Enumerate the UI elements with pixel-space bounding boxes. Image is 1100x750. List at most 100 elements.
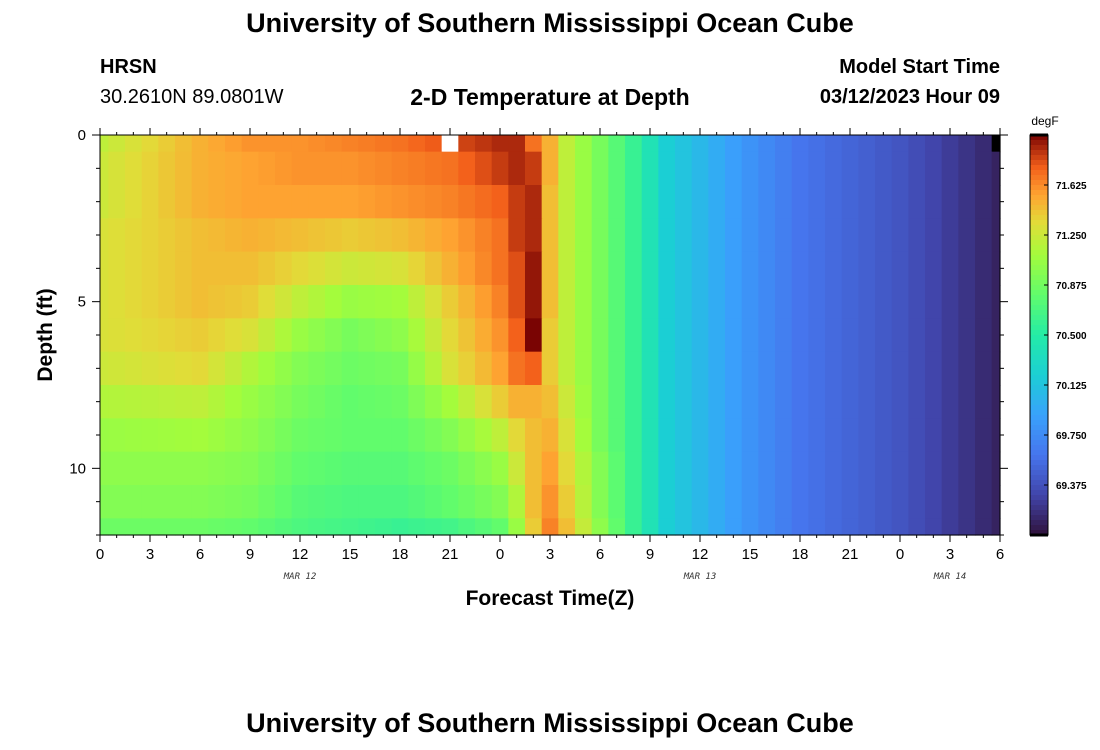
heatmap-cell <box>141 318 159 353</box>
heatmap-cell <box>825 151 843 186</box>
heatmap-cell <box>525 185 543 219</box>
heatmap-cell <box>708 185 726 219</box>
heatmap-cell <box>925 485 943 519</box>
heatmap-cell <box>325 318 343 353</box>
heatmap-cell <box>425 218 443 253</box>
heatmap-cell <box>858 318 876 353</box>
heatmap-cell <box>758 485 776 519</box>
heatmap-cell <box>541 251 559 286</box>
heatmap-cell <box>775 385 793 419</box>
heatmap-cell <box>775 451 793 486</box>
heatmap-cell <box>308 135 326 153</box>
heatmap-cell <box>841 218 859 253</box>
colorbar-segment <box>1030 135 1048 141</box>
colorbar-segment <box>1030 515 1048 521</box>
colorbar-segment <box>1030 225 1048 231</box>
heatmap-cell <box>808 418 826 453</box>
x-tick-label: 0 <box>896 546 904 563</box>
colorbar-segment <box>1030 325 1048 331</box>
heatmap-cell <box>825 351 843 386</box>
heatmap-cell <box>925 151 943 186</box>
heatmap-cell <box>241 151 259 186</box>
heatmap-cell <box>841 418 859 453</box>
heatmap-cell <box>408 285 426 319</box>
heatmap-cell <box>291 218 309 253</box>
heatmap-cell <box>191 418 209 453</box>
heatmap-cell <box>225 185 243 219</box>
heatmap-cell <box>608 351 626 386</box>
heatmap-cell <box>925 251 943 286</box>
heatmap-cell <box>591 151 609 186</box>
heatmap-cell <box>408 318 426 353</box>
heatmap-cell <box>100 285 109 319</box>
station-coordinates: 30.2610N 89.0801W <box>100 86 284 108</box>
x-tick-label: 18 <box>392 546 409 563</box>
heatmap-cell <box>441 385 459 419</box>
heatmap-cell <box>591 218 609 253</box>
heatmap-cell <box>675 485 693 519</box>
heatmap-cell <box>241 318 259 353</box>
heatmap-cell <box>325 251 343 286</box>
heatmap-cell <box>508 251 526 286</box>
heatmap-cell <box>525 318 543 353</box>
model-start-label: Model Start Time <box>839 56 1000 78</box>
heatmap-cell <box>458 418 476 453</box>
heatmap-cell <box>175 518 193 536</box>
heatmap-cell <box>291 318 309 353</box>
heatmap-cell <box>358 318 376 353</box>
heatmap-cell <box>325 485 343 519</box>
heatmap-cell <box>108 485 126 519</box>
heatmap-cell <box>891 285 909 319</box>
heatmap-cell <box>325 518 343 536</box>
heatmap-cell <box>541 418 559 453</box>
heatmap-cell <box>925 418 943 453</box>
colorbar-segment <box>1030 370 1048 376</box>
heatmap-cell <box>725 385 743 419</box>
heatmap-cell <box>558 351 576 386</box>
heatmap-cell <box>558 285 576 319</box>
heatmap-cell <box>658 251 676 286</box>
heatmap-cell <box>758 351 776 386</box>
colorbar-segment <box>1030 330 1048 336</box>
heatmap-cell <box>841 135 859 153</box>
heatmap-cell <box>408 385 426 419</box>
heatmap-cell <box>458 185 476 219</box>
heatmap-cell <box>441 151 459 186</box>
heatmap-cell <box>741 185 759 219</box>
heatmap-cell <box>791 285 809 319</box>
heatmap-cell <box>875 318 893 353</box>
heatmap-cell <box>125 385 143 419</box>
heatmap-cell <box>758 285 776 319</box>
heatmap-cell <box>508 285 526 319</box>
heatmap-cell <box>808 385 826 419</box>
heatmap-cell <box>558 451 576 486</box>
heatmap-cell <box>491 351 509 386</box>
colorbar-segment <box>1030 480 1048 486</box>
heatmap-cell <box>858 518 876 536</box>
heatmap-cell <box>458 151 476 186</box>
colorbar-segment <box>1030 245 1048 251</box>
heatmap-cell <box>908 151 926 186</box>
heatmap-cell <box>100 318 109 353</box>
heatmap-cell <box>175 351 193 386</box>
heatmap-cell <box>358 351 376 386</box>
heatmap-cell <box>441 451 459 486</box>
heatmap-cell <box>975 185 993 219</box>
heatmap-cell <box>191 485 209 519</box>
heatmap-cell <box>108 251 126 286</box>
heatmap-cell <box>958 451 976 486</box>
heatmap-cell <box>808 151 826 186</box>
heatmap-cell <box>308 285 326 319</box>
heatmap-cell <box>825 518 843 536</box>
heatmap-cell <box>358 185 376 219</box>
x-tick-label: 21 <box>842 546 859 563</box>
heatmap-cell <box>958 251 976 286</box>
heatmap-cell <box>791 135 809 153</box>
heatmap-cell <box>475 385 493 419</box>
heatmap-cell <box>575 485 593 519</box>
heatmap-cell <box>575 318 593 353</box>
heatmap-cell <box>658 218 676 253</box>
heatmap-cell <box>208 351 226 386</box>
heatmap-cell <box>475 251 493 286</box>
heatmap-cell <box>991 251 1001 286</box>
